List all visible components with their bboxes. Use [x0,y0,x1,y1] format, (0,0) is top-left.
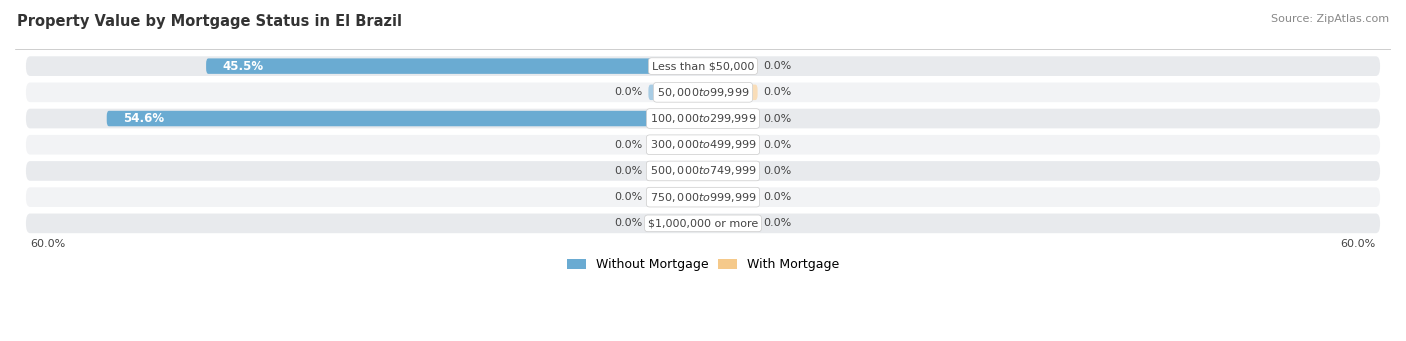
Text: $50,000 to $99,999: $50,000 to $99,999 [657,86,749,99]
FancyBboxPatch shape [25,83,1381,102]
FancyBboxPatch shape [648,216,703,231]
Text: 54.6%: 54.6% [124,112,165,125]
Text: Source: ZipAtlas.com: Source: ZipAtlas.com [1271,14,1389,24]
Text: 0.0%: 0.0% [763,140,792,150]
Text: Less than $50,000: Less than $50,000 [652,61,754,71]
FancyBboxPatch shape [703,189,758,205]
Text: $750,000 to $999,999: $750,000 to $999,999 [650,191,756,204]
FancyBboxPatch shape [25,135,1381,154]
Text: $300,000 to $499,999: $300,000 to $499,999 [650,138,756,151]
FancyBboxPatch shape [25,109,1381,128]
Text: 0.0%: 0.0% [763,114,792,123]
FancyBboxPatch shape [703,111,758,126]
Text: 0.0%: 0.0% [763,218,792,228]
FancyBboxPatch shape [703,137,758,152]
Text: 60.0%: 60.0% [30,239,66,249]
Text: 0.0%: 0.0% [614,166,643,176]
Text: 0.0%: 0.0% [763,61,792,71]
Text: 0.0%: 0.0% [763,87,792,97]
FancyBboxPatch shape [648,189,703,205]
FancyBboxPatch shape [703,58,758,74]
FancyBboxPatch shape [25,187,1381,207]
Legend: Without Mortgage, With Mortgage: Without Mortgage, With Mortgage [562,253,844,276]
FancyBboxPatch shape [703,163,758,179]
FancyBboxPatch shape [207,58,703,74]
Text: 45.5%: 45.5% [222,60,263,73]
Text: 0.0%: 0.0% [763,192,792,202]
FancyBboxPatch shape [25,161,1381,181]
FancyBboxPatch shape [25,56,1381,76]
FancyBboxPatch shape [25,213,1381,233]
Text: 0.0%: 0.0% [763,166,792,176]
Text: 0.0%: 0.0% [614,218,643,228]
Text: $1,000,000 or more: $1,000,000 or more [648,218,758,228]
FancyBboxPatch shape [648,137,703,152]
Text: $500,000 to $749,999: $500,000 to $749,999 [650,164,756,177]
Text: 0.0%: 0.0% [614,140,643,150]
Text: 0.0%: 0.0% [614,192,643,202]
FancyBboxPatch shape [648,163,703,179]
Text: 60.0%: 60.0% [1340,239,1376,249]
FancyBboxPatch shape [703,85,758,100]
Text: $100,000 to $299,999: $100,000 to $299,999 [650,112,756,125]
FancyBboxPatch shape [648,85,703,100]
Text: Property Value by Mortgage Status in El Brazil: Property Value by Mortgage Status in El … [17,14,402,29]
Text: 0.0%: 0.0% [614,87,643,97]
FancyBboxPatch shape [107,111,703,126]
FancyBboxPatch shape [703,216,758,231]
